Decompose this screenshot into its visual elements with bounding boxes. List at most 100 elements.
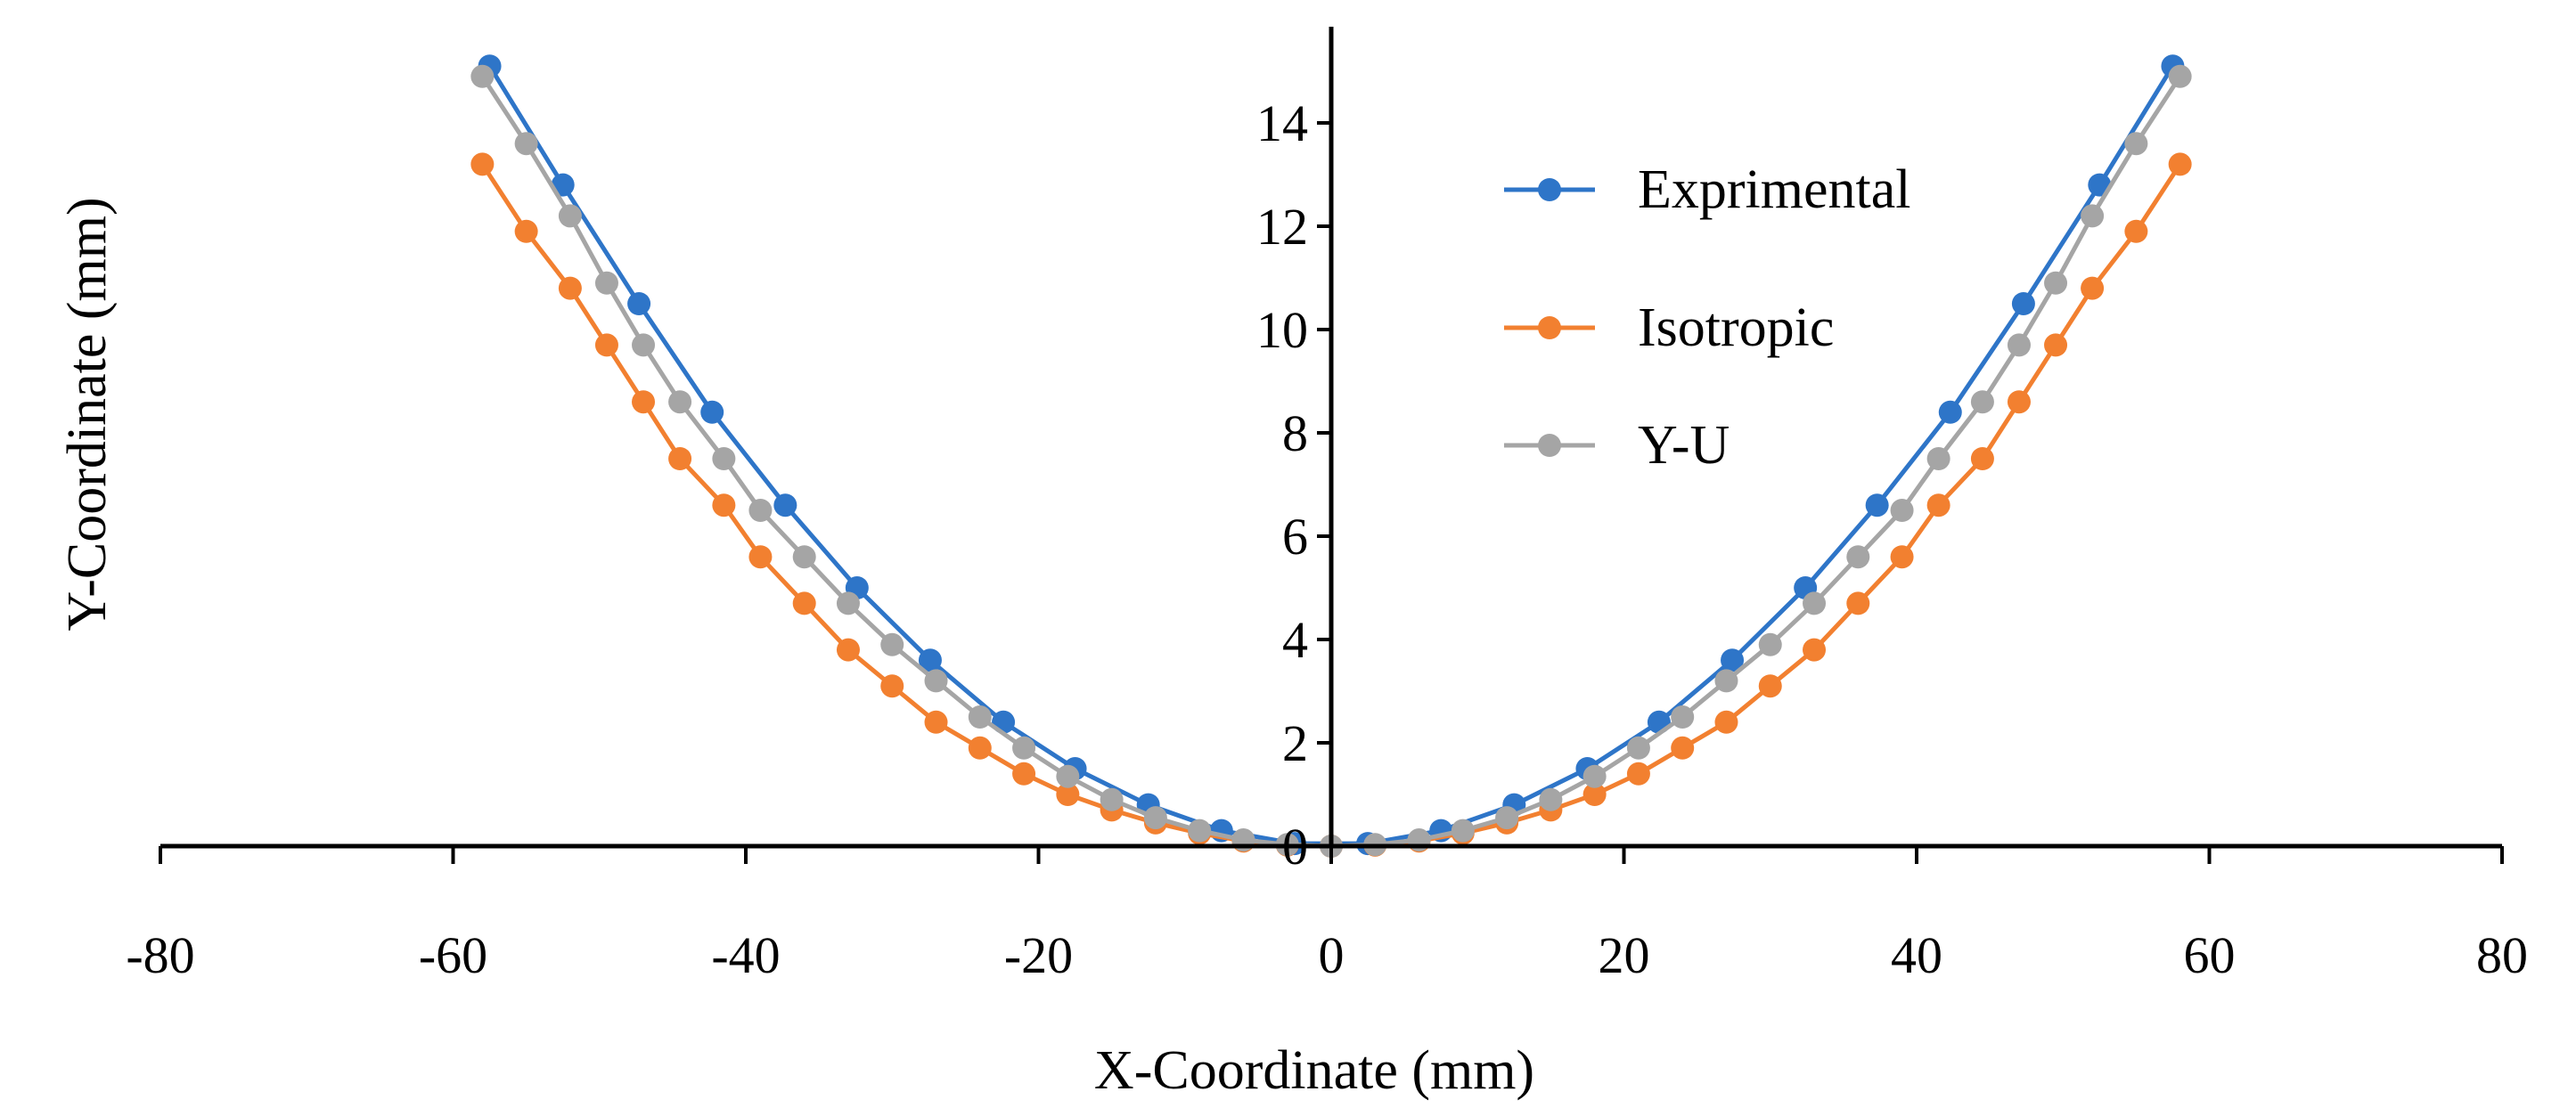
data-point-exprimental <box>700 400 724 424</box>
data-point-y-u <box>1803 591 1827 615</box>
data-point-y-u <box>1188 819 1212 843</box>
legend-item-y-u: Y-U <box>1504 415 1730 476</box>
data-point-isotropic <box>514 219 538 243</box>
data-point-y-u <box>1671 705 1695 729</box>
data-point-isotropic <box>2081 276 2105 300</box>
data-point-y-u <box>632 333 656 357</box>
legend-label: Exprimental <box>1638 159 1910 220</box>
data-point-y-u <box>792 545 816 569</box>
data-point-y-u <box>1100 787 1124 811</box>
legend-swatch-marker <box>1538 178 1561 201</box>
data-point-y-u <box>880 632 904 656</box>
data-point-isotropic <box>1671 736 1695 760</box>
data-point-isotropic <box>836 638 860 662</box>
legend-label: Y-U <box>1638 415 1730 476</box>
data-point-y-u <box>1890 499 1914 522</box>
data-point-isotropic <box>1758 674 1782 698</box>
data-point-y-u <box>1056 764 1080 788</box>
legend-swatch-marker <box>1538 316 1561 339</box>
x-tick-label: 80 <box>2476 926 2528 984</box>
data-point-y-u <box>748 499 773 522</box>
data-point-y-u <box>1012 736 1036 760</box>
data-point-isotropic <box>1846 591 1870 615</box>
data-point-isotropic <box>1926 493 1950 517</box>
data-point-isotropic <box>1890 545 1914 569</box>
data-point-exprimental <box>1721 648 1745 672</box>
data-point-y-u <box>594 271 618 295</box>
y-tick-label: 4 <box>1282 611 1308 669</box>
data-point-isotropic <box>2044 333 2068 357</box>
data-point-y-u <box>1451 819 1475 843</box>
data-point-isotropic <box>668 447 692 470</box>
data-point-exprimental <box>1938 400 1962 424</box>
data-point-exprimental <box>627 292 651 315</box>
data-point-isotropic <box>880 674 904 698</box>
data-point-isotropic <box>968 736 992 760</box>
data-point-y-u <box>1539 787 1563 811</box>
data-point-isotropic <box>594 333 618 357</box>
data-point-y-u <box>1970 390 1994 414</box>
data-point-y-u <box>2044 271 2068 295</box>
data-point-isotropic <box>2007 390 2031 414</box>
legend-item-isotropic: Isotropic <box>1504 297 1834 358</box>
data-point-isotropic <box>1714 710 1738 734</box>
x-tick-label: 20 <box>1599 926 1650 984</box>
data-point-isotropic <box>1803 638 1827 662</box>
data-point-y-u <box>470 64 495 88</box>
data-point-y-u <box>1143 806 1167 830</box>
x-ticks: -80 -60 -40 -20 0 20 40 60 80 <box>126 846 2528 984</box>
x-tick-label: -20 <box>1004 926 1073 984</box>
x-tick-label: 40 <box>1891 926 1942 984</box>
data-point-exprimental <box>2011 292 2035 315</box>
y-tick-label: 14 <box>1256 94 1308 152</box>
legend: Exprimental Isotropic Y-U <box>1504 159 1910 476</box>
data-point-y-u <box>558 204 582 228</box>
data-point-y-u <box>2124 132 2148 156</box>
data-point-y-u <box>1582 764 1607 788</box>
data-point-y-u <box>1926 447 1950 470</box>
y-ticks: 0 2 4 6 8 10 12 14 <box>1256 94 1331 876</box>
data-point-isotropic <box>1970 447 1994 470</box>
x-tick-label: -40 <box>711 926 780 984</box>
data-point-isotropic <box>2124 219 2148 243</box>
data-point-y-u <box>1495 806 1519 830</box>
legend-swatch-marker <box>1538 434 1561 457</box>
data-point-y-u <box>668 390 692 414</box>
y-tick-label: 0 <box>1282 818 1308 876</box>
data-point-isotropic <box>558 276 582 300</box>
data-point-y-u <box>514 132 538 156</box>
legend-item-exprimental: Exprimental <box>1504 159 1910 220</box>
data-point-y-u <box>924 669 948 693</box>
data-point-exprimental <box>773 493 797 517</box>
data-point-isotropic <box>924 710 948 734</box>
data-point-y-u <box>712 447 736 470</box>
y-tick-label: 2 <box>1282 714 1308 772</box>
x-tick-label: 0 <box>1319 926 1345 984</box>
legend-label: Isotropic <box>1638 297 1834 358</box>
data-point-y-u <box>2081 204 2105 228</box>
data-point-isotropic <box>470 152 495 176</box>
data-point-y-u <box>2168 64 2192 88</box>
data-point-y-u <box>2007 333 2031 357</box>
y-tick-label: 6 <box>1282 508 1308 566</box>
x-tick-label: 60 <box>2184 926 2236 984</box>
data-point-isotropic <box>1582 783 1607 806</box>
data-point-isotropic <box>1626 762 1650 786</box>
data-point-y-u <box>836 591 860 615</box>
data-point-exprimental <box>1865 493 1889 517</box>
data-point-y-u <box>1758 632 1782 656</box>
data-point-isotropic <box>1056 783 1080 806</box>
data-point-y-u <box>1846 545 1870 569</box>
data-point-y-u <box>1714 669 1738 693</box>
data-point-isotropic <box>1012 762 1036 786</box>
data-point-isotropic <box>748 545 773 569</box>
y-tick-label: 10 <box>1256 301 1308 359</box>
y-axis-title: Y-Coordinate (mm) <box>57 197 118 631</box>
data-point-exprimental <box>918 648 942 672</box>
x-axis-title: X-Coordinate (mm) <box>1094 1040 1534 1101</box>
data-point-y-u <box>968 705 992 729</box>
data-point-y-u <box>1626 736 1650 760</box>
data-point-isotropic <box>632 390 656 414</box>
y-tick-label: 8 <box>1282 404 1308 462</box>
